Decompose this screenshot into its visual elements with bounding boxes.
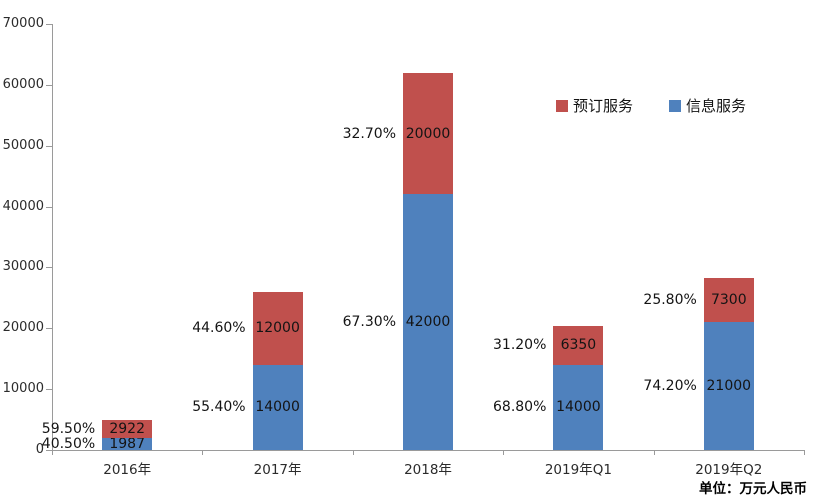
x-axis-line xyxy=(52,450,804,451)
bar-segment xyxy=(703,277,754,323)
x-axis-category-label: 2019年Q2 xyxy=(695,462,763,478)
bar-value-label: 14000 xyxy=(255,399,300,416)
bar-percent-label: 40.50% xyxy=(41,435,96,452)
bar-percent-label: 32.70% xyxy=(342,125,396,142)
y-axis-tick-label: 40000 xyxy=(2,198,44,214)
bar-segment xyxy=(703,322,754,450)
y-axis-tick xyxy=(46,24,52,25)
legend-item-booking-service: 预订服务 xyxy=(556,95,633,116)
x-axis-category-label: 2018年 xyxy=(404,462,452,478)
bar-segment xyxy=(553,364,604,450)
bar-segment xyxy=(102,420,153,438)
x-axis-category-label: 2016年 xyxy=(103,462,152,478)
y-axis-tick-label: 30000 xyxy=(2,259,44,275)
x-axis-tick xyxy=(503,450,505,455)
legend-label-booking-service: 预订服务 xyxy=(573,97,634,115)
y-axis-tick xyxy=(46,206,52,208)
y-axis-tick xyxy=(46,145,52,147)
bar-percent-label: 25.80% xyxy=(643,291,697,308)
x-axis-category-label: 2017年 xyxy=(253,462,302,478)
bar-percent-label: 55.40% xyxy=(192,399,246,416)
legend: 预订服务 信息服务 xyxy=(556,95,746,116)
bar-value-label: 2922 xyxy=(109,421,146,438)
bar-percent-label: 67.30% xyxy=(342,314,396,331)
bar-value-label: 6350 xyxy=(560,337,597,354)
unit-note: 单位：万元人民币 xyxy=(699,481,807,497)
bar-segment xyxy=(403,194,453,450)
y-axis-tick-label: 10000 xyxy=(2,381,44,397)
bar-segment xyxy=(102,437,153,450)
bar-percent-label: 68.80% xyxy=(493,399,547,416)
y-axis-tick xyxy=(46,450,52,451)
x-axis-tick xyxy=(202,450,204,455)
y-axis-line xyxy=(52,24,53,450)
y-axis-tick-label: 20000 xyxy=(2,320,44,336)
bar-value-label: 42000 xyxy=(405,314,451,331)
bar-percent-label: 74.20% xyxy=(643,378,697,395)
x-axis-tick xyxy=(352,450,354,455)
x-axis-category-label: 2019年Q1 xyxy=(544,462,612,478)
bar-value-label: 14000 xyxy=(556,399,601,416)
bar-value-label: 1987 xyxy=(109,435,146,452)
bar-segment xyxy=(252,291,303,365)
bar-segment xyxy=(403,72,453,195)
y-axis-tick xyxy=(46,84,52,86)
bar-percent-label: 44.60% xyxy=(192,320,246,337)
legend-swatch-booking-service xyxy=(556,99,568,112)
y-axis-tick xyxy=(46,328,52,330)
x-axis-tick xyxy=(653,450,655,455)
bar-segment xyxy=(553,326,604,365)
bar-value-label: 7300 xyxy=(710,291,747,308)
y-axis-tick-label: 0 xyxy=(35,442,44,457)
y-axis-tick-label: 50000 xyxy=(2,137,44,153)
x-axis-tick xyxy=(804,450,805,455)
bar-percent-label: 59.50% xyxy=(41,421,96,438)
bar-segment xyxy=(252,364,303,450)
y-axis-tick-label: 70000 xyxy=(2,16,44,31)
x-axis-tick xyxy=(52,450,53,455)
bar-percent-label: 31.20% xyxy=(493,337,547,354)
y-axis-tick-label: 60000 xyxy=(2,76,44,92)
bar-value-label: 21000 xyxy=(706,378,752,395)
bar-value-label: 12000 xyxy=(255,320,300,337)
y-axis-tick xyxy=(46,389,52,391)
legend-swatch-info-service xyxy=(669,99,682,112)
legend-label-info-service: 信息服务 xyxy=(686,97,747,115)
bar-value-label: 20000 xyxy=(405,125,451,142)
y-axis-tick xyxy=(46,267,52,269)
legend-item-info-service: 信息服务 xyxy=(669,95,746,116)
